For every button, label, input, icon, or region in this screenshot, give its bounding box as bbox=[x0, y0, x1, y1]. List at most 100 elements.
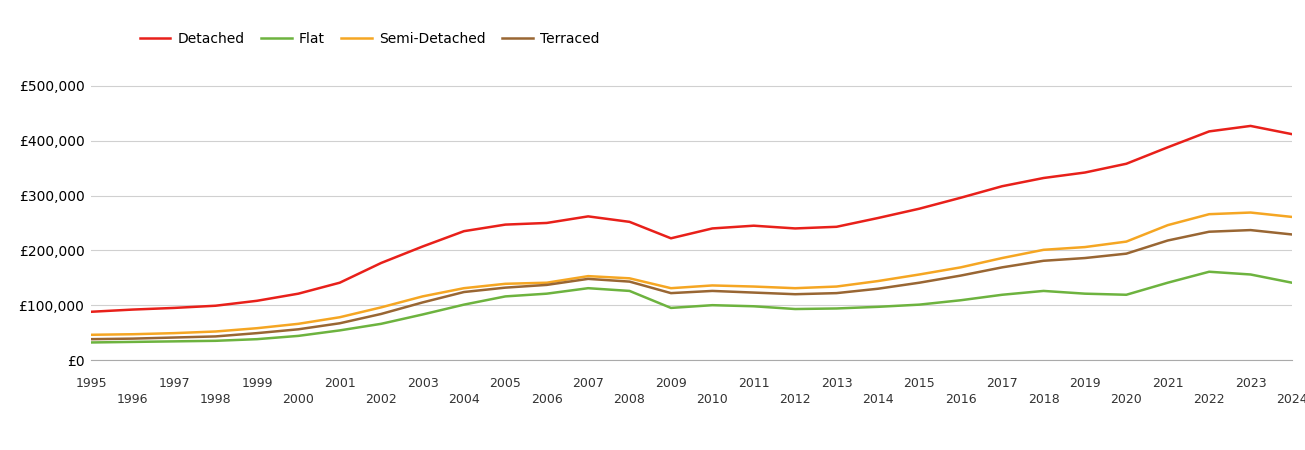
Text: 2005: 2005 bbox=[489, 377, 521, 390]
Line: Detached: Detached bbox=[91, 126, 1292, 312]
Terraced bbox=[1036, 258, 1052, 264]
Terraced bbox=[1118, 251, 1134, 256]
Flat bbox=[994, 292, 1010, 297]
Text: 1999: 1999 bbox=[241, 377, 273, 390]
Text: 2012: 2012 bbox=[779, 393, 810, 406]
Terraced bbox=[829, 290, 844, 296]
Detached bbox=[207, 303, 223, 308]
Detached bbox=[497, 222, 513, 227]
Detached bbox=[1202, 129, 1218, 134]
Terraced bbox=[953, 273, 968, 278]
Text: 2024: 2024 bbox=[1276, 393, 1305, 406]
Detached bbox=[331, 280, 347, 285]
Flat bbox=[1160, 280, 1176, 285]
Text: 2015: 2015 bbox=[903, 377, 936, 390]
Detached bbox=[249, 298, 265, 303]
Text: 2020: 2020 bbox=[1111, 393, 1142, 406]
Terraced bbox=[497, 285, 513, 290]
Text: 2013: 2013 bbox=[821, 377, 852, 390]
Text: 2016: 2016 bbox=[945, 393, 976, 406]
Terraced bbox=[1160, 238, 1176, 243]
Flat bbox=[705, 302, 720, 308]
Detached bbox=[1036, 176, 1052, 181]
Detached bbox=[621, 219, 637, 225]
Text: 2001: 2001 bbox=[324, 377, 356, 390]
Terraced bbox=[787, 292, 803, 297]
Detached bbox=[870, 215, 886, 220]
Terraced bbox=[415, 300, 431, 305]
Semi-Detached bbox=[207, 329, 223, 334]
Text: 2006: 2006 bbox=[531, 393, 562, 406]
Semi-Detached bbox=[331, 315, 347, 320]
Detached bbox=[373, 260, 389, 265]
Terraced bbox=[373, 311, 389, 317]
Text: 1997: 1997 bbox=[158, 377, 191, 390]
Detached bbox=[1077, 170, 1092, 175]
Terraced bbox=[994, 265, 1010, 270]
Flat bbox=[663, 305, 679, 310]
Terraced bbox=[291, 327, 307, 332]
Semi-Detached bbox=[746, 284, 762, 289]
Text: 2014: 2014 bbox=[863, 393, 894, 406]
Text: 2003: 2003 bbox=[407, 377, 438, 390]
Terraced bbox=[125, 336, 141, 341]
Semi-Detached bbox=[829, 284, 844, 289]
Semi-Detached bbox=[1202, 212, 1218, 217]
Flat bbox=[911, 302, 927, 307]
Semi-Detached bbox=[911, 272, 927, 277]
Flat bbox=[787, 306, 803, 312]
Detached bbox=[1284, 131, 1300, 137]
Semi-Detached bbox=[497, 281, 513, 287]
Flat bbox=[581, 285, 596, 291]
Terraced bbox=[331, 320, 347, 326]
Flat bbox=[457, 302, 472, 307]
Detached bbox=[705, 226, 720, 231]
Semi-Detached bbox=[787, 285, 803, 291]
Terraced bbox=[166, 335, 181, 340]
Semi-Detached bbox=[1242, 210, 1258, 215]
Detached bbox=[84, 309, 99, 315]
Semi-Detached bbox=[166, 330, 181, 336]
Legend: Detached, Flat, Semi-Detached, Terraced: Detached, Flat, Semi-Detached, Terraced bbox=[134, 26, 604, 51]
Flat bbox=[331, 328, 347, 333]
Semi-Detached bbox=[415, 294, 431, 299]
Terraced bbox=[621, 279, 637, 284]
Detached bbox=[1242, 123, 1258, 129]
Flat bbox=[953, 297, 968, 303]
Terraced bbox=[746, 290, 762, 295]
Semi-Detached bbox=[1118, 239, 1134, 244]
Detached bbox=[663, 236, 679, 241]
Terraced bbox=[249, 330, 265, 336]
Semi-Detached bbox=[1160, 222, 1176, 228]
Detached bbox=[994, 184, 1010, 189]
Text: 1995: 1995 bbox=[76, 377, 107, 390]
Semi-Detached bbox=[663, 285, 679, 291]
Detached bbox=[746, 223, 762, 229]
Flat bbox=[539, 291, 555, 297]
Semi-Detached bbox=[539, 280, 555, 285]
Terraced bbox=[1077, 255, 1092, 261]
Terraced bbox=[207, 334, 223, 339]
Detached bbox=[457, 229, 472, 234]
Detached bbox=[953, 195, 968, 200]
Text: 2011: 2011 bbox=[737, 377, 770, 390]
Text: 2002: 2002 bbox=[365, 393, 397, 406]
Terraced bbox=[911, 280, 927, 285]
Text: 2021: 2021 bbox=[1152, 377, 1184, 390]
Flat bbox=[1077, 291, 1092, 297]
Text: 2017: 2017 bbox=[987, 377, 1018, 390]
Semi-Detached bbox=[870, 279, 886, 284]
Detached bbox=[911, 206, 927, 211]
Line: Flat: Flat bbox=[91, 272, 1292, 342]
Detached bbox=[291, 291, 307, 297]
Terraced bbox=[1242, 227, 1258, 233]
Terraced bbox=[84, 337, 99, 342]
Detached bbox=[829, 224, 844, 230]
Detached bbox=[787, 226, 803, 231]
Text: 2022: 2022 bbox=[1193, 393, 1225, 406]
Detached bbox=[581, 214, 596, 219]
Flat bbox=[497, 294, 513, 299]
Text: 2019: 2019 bbox=[1069, 377, 1100, 390]
Text: 2004: 2004 bbox=[448, 393, 480, 406]
Flat bbox=[1036, 288, 1052, 294]
